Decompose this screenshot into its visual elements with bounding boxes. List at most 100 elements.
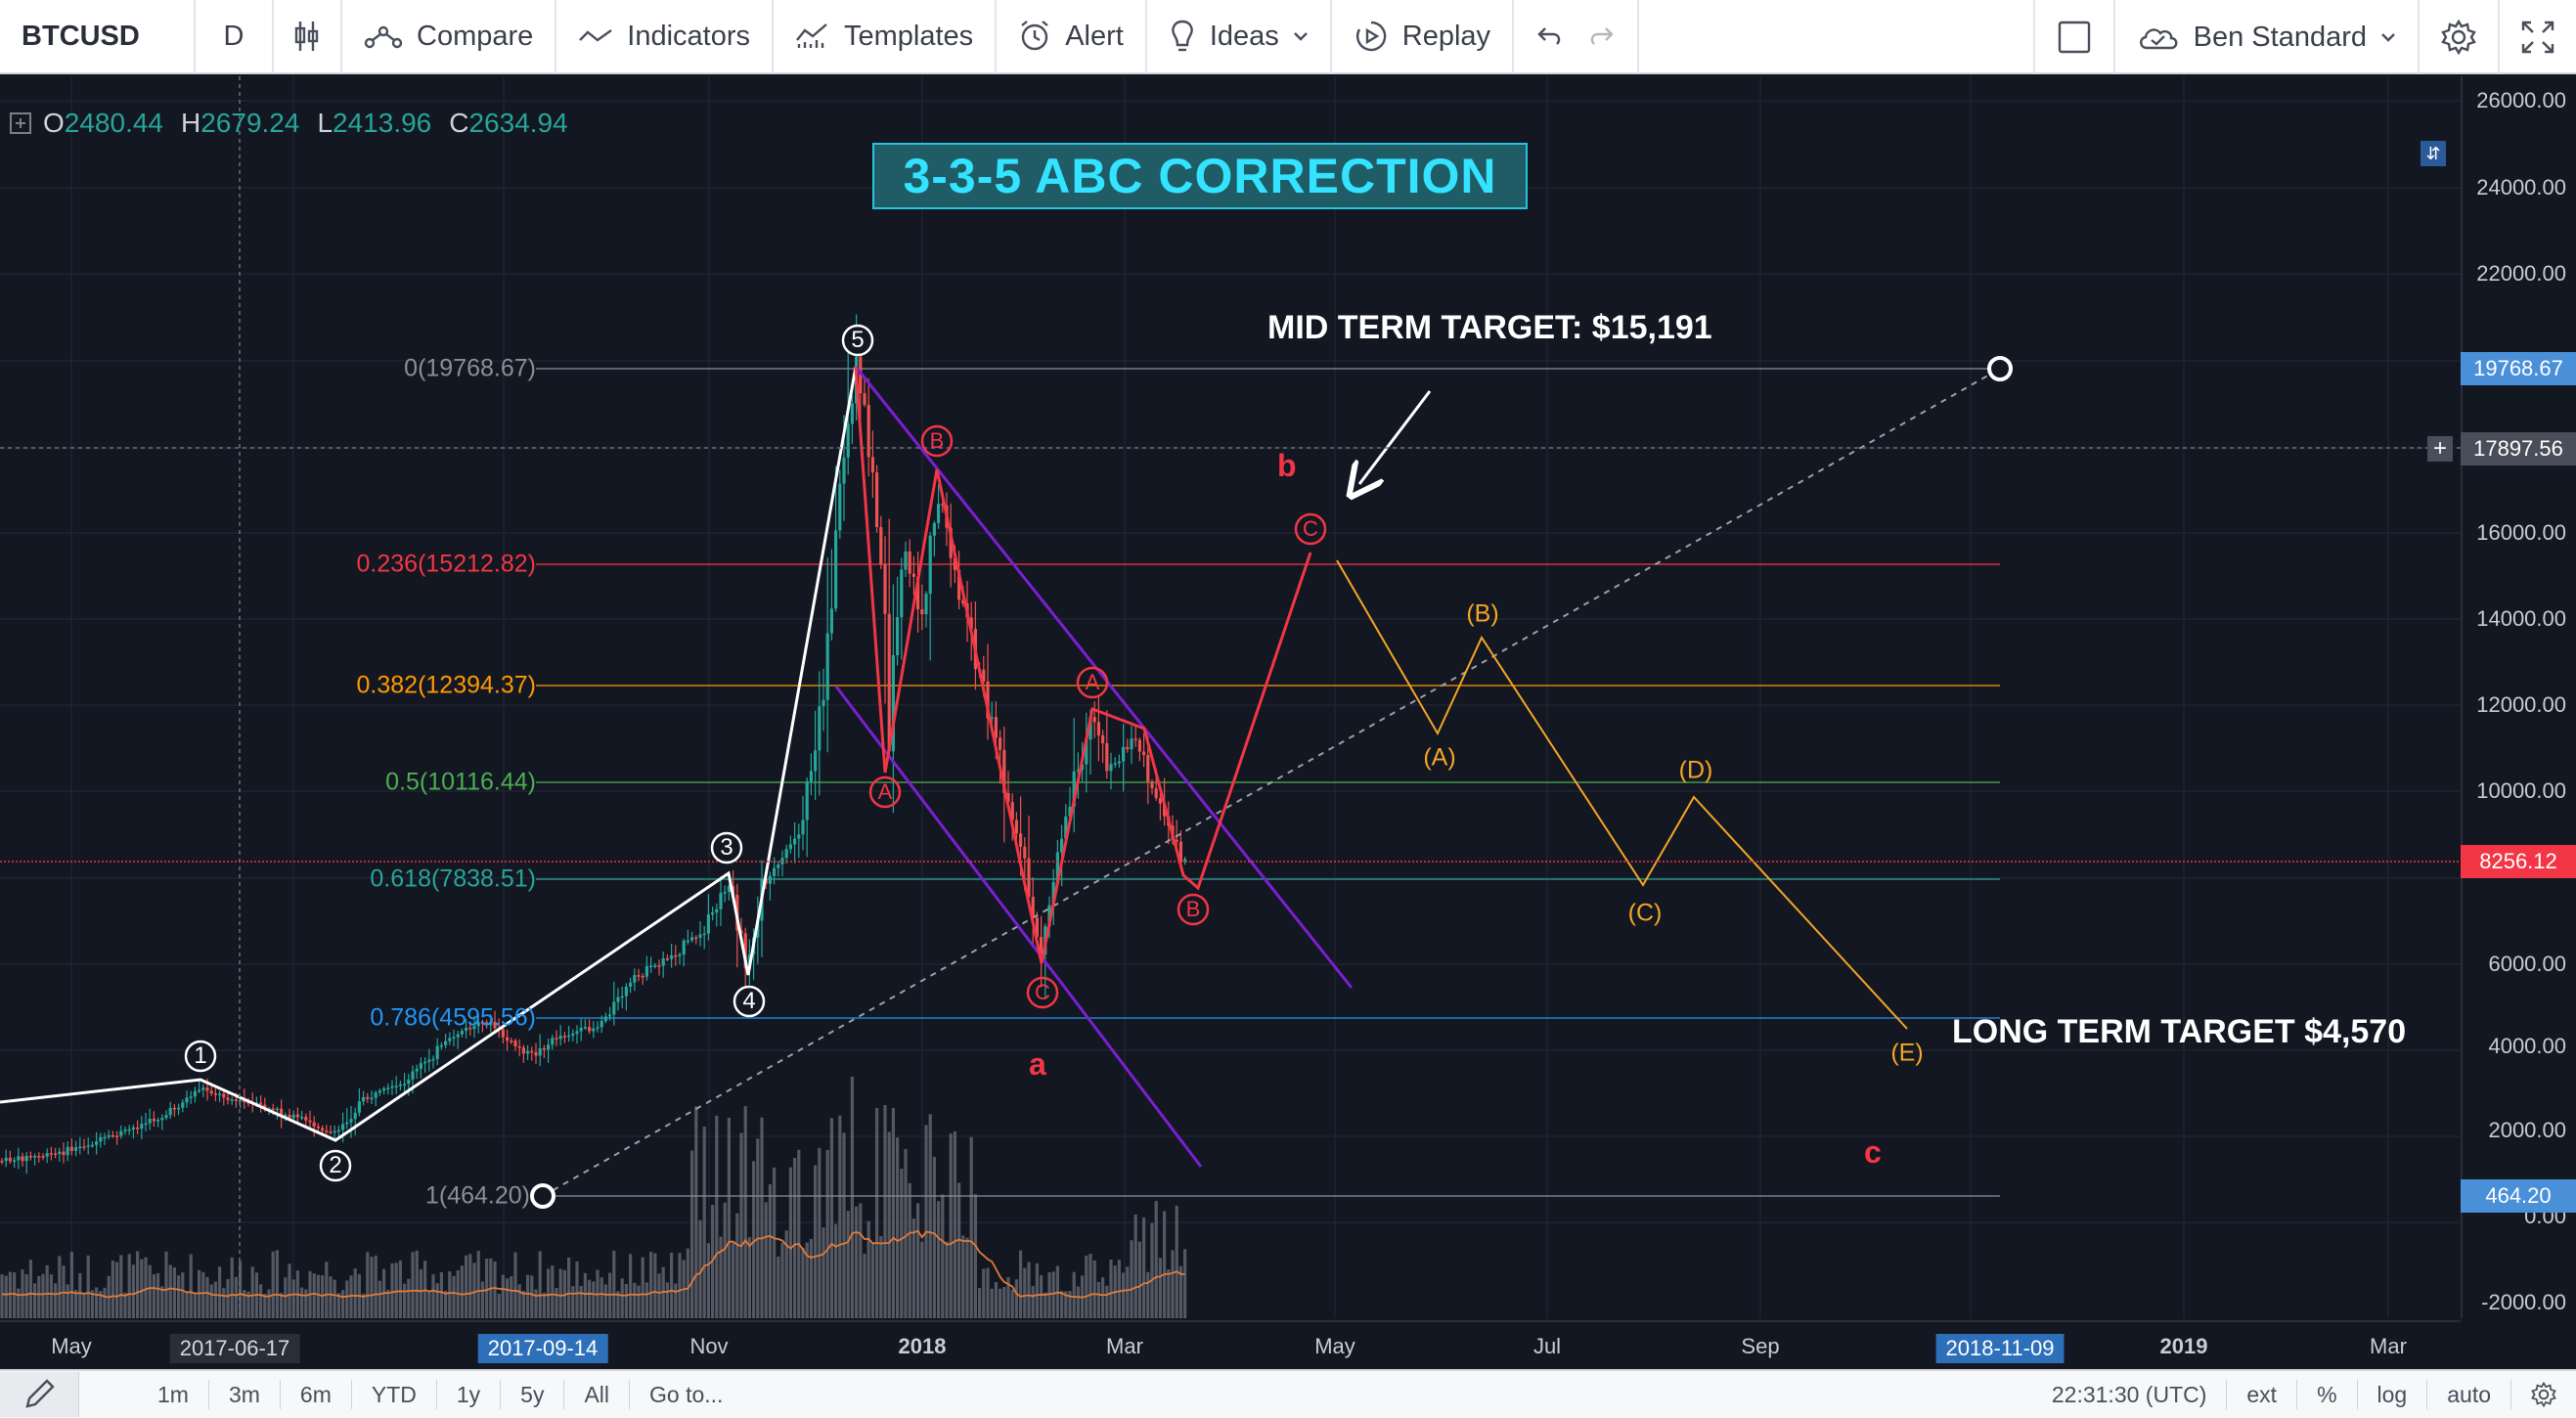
volume-bar (793, 1158, 797, 1318)
volume-bar (670, 1252, 674, 1318)
volume-bar (674, 1283, 678, 1318)
volume-bar (497, 1293, 501, 1318)
price-tick: 4000.00 (2488, 1034, 2566, 1058)
candle-body (127, 1129, 131, 1131)
goto-button[interactable]: Go to... (649, 1381, 724, 1407)
range-1y[interactable]: 1y (437, 1380, 502, 1409)
candle-body (489, 1021, 493, 1026)
candle-body (136, 1127, 140, 1130)
volume-bar (172, 1267, 176, 1318)
time-label: Jul (1532, 1334, 1562, 1358)
long-term-target-text[interactable]: LONG TERM TARGET $4,570 (1952, 1013, 2407, 1050)
drawing-tools-icon[interactable] (0, 1372, 79, 1417)
volume-bar (144, 1257, 148, 1318)
range-6m[interactable]: 6m (281, 1380, 352, 1409)
ideas-button[interactable]: Ideas (1147, 0, 1332, 73)
wave-b-label[interactable]: b (1277, 448, 1297, 483)
volume-bar (870, 1242, 874, 1318)
log-toggle[interactable]: log (2358, 1380, 2428, 1409)
candle-body (501, 1029, 505, 1038)
chart-canvas[interactable] (0, 76, 2576, 1318)
axis-settings-button[interactable] (2511, 1382, 2576, 1407)
volume-bar (990, 1288, 994, 1318)
auto-toggle[interactable]: auto (2427, 1380, 2511, 1409)
chart-title-annotation[interactable]: 3-3-5 ABC CORRECTION (872, 143, 1528, 209)
wave-a-label[interactable]: a (1029, 1046, 1046, 1082)
volume-bar (1019, 1250, 1023, 1318)
candle-body (69, 1146, 73, 1151)
volume-bar (185, 1292, 189, 1318)
percent-toggle[interactable]: % (2297, 1380, 2358, 1409)
price-axis[interactable]: 26000.00 24000.00 22000.00 16000.00 1400… (2461, 76, 2576, 1318)
wave-c-label[interactable]: c (1864, 1134, 1882, 1170)
templates-button[interactable]: Templates (774, 0, 998, 73)
volume-bar (777, 1256, 780, 1318)
candle-body (41, 1156, 45, 1158)
lightbulb-icon (1169, 19, 1196, 54)
compare-button[interactable]: Compare (342, 0, 557, 73)
volume-bar (427, 1292, 431, 1318)
chevron-down-icon (2380, 32, 2396, 42)
candle-body (883, 564, 887, 614)
volume-bar (1040, 1275, 1044, 1318)
range-1m[interactable]: 1m (138, 1380, 209, 1409)
templates-icon (795, 22, 830, 50)
volume-bar (394, 1263, 398, 1318)
range-all[interactable]: All (564, 1380, 631, 1409)
wave-number-circle (319, 1149, 352, 1182)
alert-button[interactable]: Alert (997, 0, 1147, 73)
candle-body (107, 1134, 111, 1137)
range-5y[interactable]: 5y (501, 1380, 565, 1409)
candle-body (189, 1096, 193, 1098)
volume-bar (723, 1202, 727, 1318)
range-ytd[interactable]: YTD (352, 1380, 437, 1409)
indicators-button[interactable]: Indicators (556, 0, 775, 73)
volume-bar (189, 1254, 193, 1318)
candle-body (674, 954, 678, 957)
volume-bar (386, 1289, 390, 1318)
interval-button[interactable]: D (196, 0, 274, 73)
undo-icon[interactable] (1535, 24, 1563, 48)
target-arrow (1359, 390, 1432, 484)
replay-button[interactable]: Replay (1332, 0, 1515, 73)
low-value: 2413.96 (333, 108, 432, 138)
expand-button[interactable] (2500, 0, 2576, 74)
chart-style-button[interactable] (274, 0, 342, 73)
candle-body (670, 954, 674, 959)
volume-bar (0, 1274, 4, 1318)
add-alert-plus-icon[interactable]: + (2427, 435, 2453, 462)
volume-bar (411, 1252, 415, 1318)
volume-bar (994, 1282, 998, 1318)
fullscreen-toggle[interactable] (2032, 0, 2115, 74)
mid-term-target-text[interactable]: MID TERM TARGET: $15,191 (1267, 309, 1712, 346)
volume-bar (517, 1284, 521, 1318)
candle-body (263, 1104, 267, 1109)
candle-body (1142, 751, 1146, 756)
expand-icon (2521, 21, 2554, 54)
candle-body (661, 957, 665, 966)
redo-icon[interactable] (1588, 24, 1616, 48)
object-tree-icon[interactable]: ⇵ (2421, 141, 2446, 166)
settings-button[interactable] (2420, 0, 2500, 74)
candle-body (0, 1161, 4, 1163)
utc-clock[interactable]: 22:31:30 (UTC) (2032, 1380, 2228, 1409)
volume-bar (263, 1293, 267, 1318)
volume-bar (1130, 1240, 1133, 1318)
layout-button[interactable]: Ben Standard (2115, 0, 2420, 74)
wave-number-circle (733, 985, 766, 1018)
volume-bar (526, 1274, 530, 1318)
chevron-down-icon (1293, 31, 1309, 41)
candle-body (201, 1087, 205, 1090)
range-3m[interactable]: 3m (209, 1380, 281, 1409)
collapse-legend-icon[interactable] (10, 112, 31, 134)
symbol-search[interactable]: BTCUSD (0, 0, 196, 73)
candle-body (476, 1022, 480, 1027)
candle-body (66, 1146, 69, 1156)
wave-4-label: 4 (742, 988, 756, 1014)
ext-toggle[interactable]: ext (2227, 1380, 2298, 1409)
candle-body (213, 1093, 217, 1095)
volume-bar (784, 1230, 788, 1318)
replay-icon (1354, 19, 1389, 54)
channel-lower (834, 686, 1203, 1168)
time-axis[interactable]: May 2017-06-17 2017-09-14 Nov 2018 Mar M… (0, 1320, 2461, 1371)
